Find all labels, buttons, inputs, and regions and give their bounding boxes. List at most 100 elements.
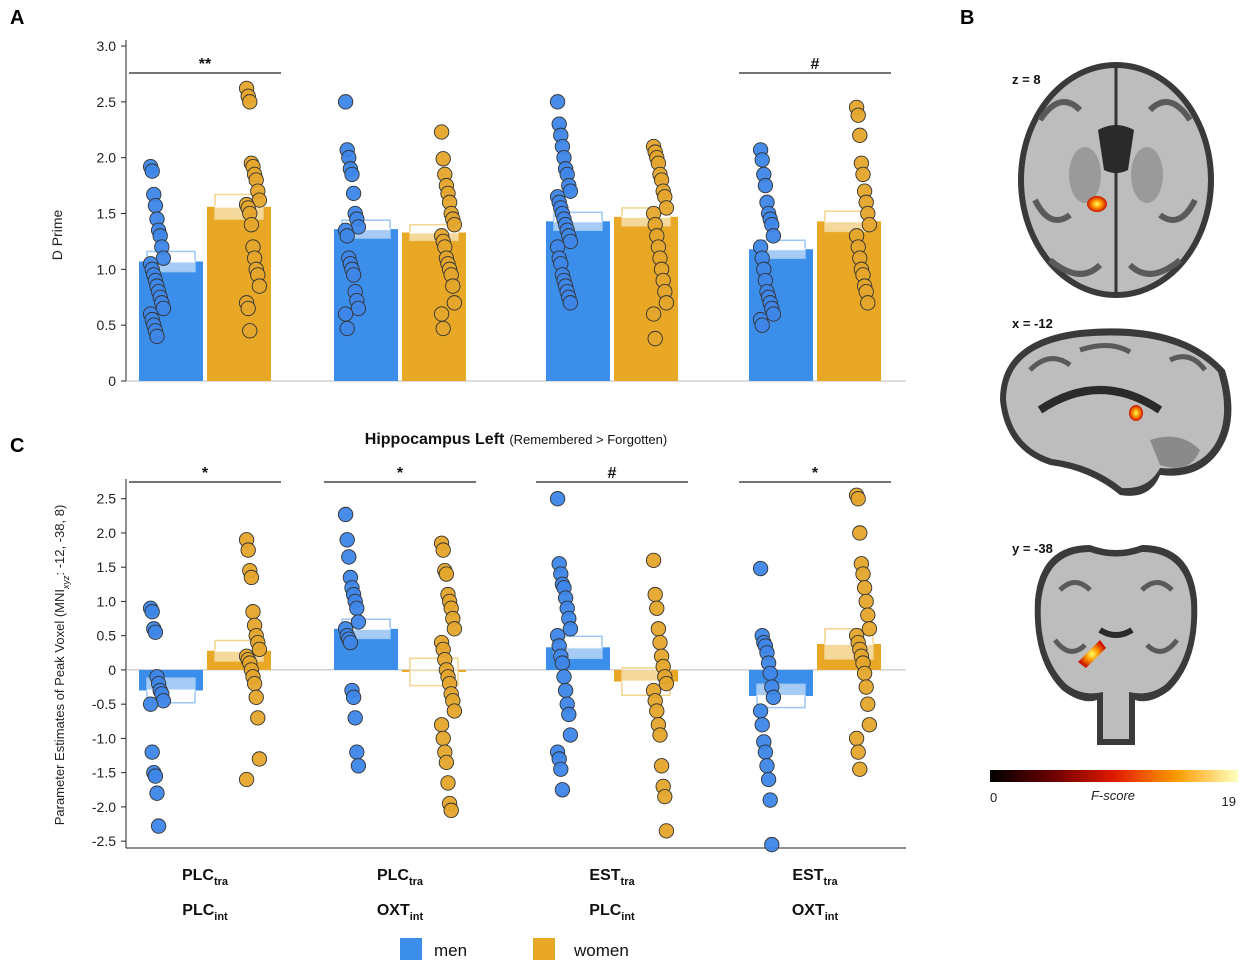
y-tick-label: -2.0: [92, 799, 116, 815]
data-point-men: [350, 758, 367, 774]
activation-blob-sagittal: [1129, 405, 1143, 421]
data-point-women: [657, 788, 673, 805]
data-point-women: [445, 278, 461, 294]
data-point-women: [852, 761, 868, 777]
data-point-women: [240, 542, 256, 558]
brain-sagittal-slice: x = -12: [1000, 316, 1232, 496]
x-category-label-line1: PLCtra: [182, 867, 229, 888]
brain-label-sagittal: x = -12: [1012, 316, 1053, 331]
data-point-men: [345, 267, 362, 283]
data-point-women: [446, 703, 463, 719]
data-point-women: [649, 703, 665, 719]
y-tick-label: -1.5: [92, 765, 116, 781]
data-point-women: [435, 730, 451, 747]
data-point-women: [652, 727, 668, 743]
legend-swatch-men: [400, 938, 422, 960]
data-point-women: [446, 621, 463, 637]
data-point-women: [850, 744, 866, 760]
data-point-men: [554, 655, 571, 671]
data-point-women: [243, 217, 260, 233]
data-point-men: [561, 706, 577, 723]
y-tick-label: -1.0: [92, 730, 116, 746]
y-tick-label: -0.5: [92, 696, 116, 712]
data-point-men: [754, 152, 770, 168]
data-point-men: [339, 228, 355, 244]
panel-c-title-sub: (Remembered > Forgotten): [509, 432, 667, 447]
y-tick-label: 1.5: [97, 559, 117, 575]
data-point-men: [344, 166, 360, 183]
panel-c-y-axis-label: Parameter Estimates of Peak Voxel (MNIxy…: [52, 505, 71, 826]
panel-letter-c: C: [10, 435, 24, 457]
data-point-men: [349, 600, 365, 616]
data-point-men: [337, 94, 354, 110]
y-tick-label: 2.0: [97, 525, 117, 541]
data-point-men: [337, 306, 354, 322]
y-tick-label: 1.0: [97, 261, 117, 277]
data-point-women: [645, 552, 662, 568]
data-point-men: [155, 300, 172, 317]
data-point-women: [856, 665, 873, 681]
y-tick-label: 1.5: [97, 206, 117, 222]
data-point-women: [242, 323, 258, 339]
data-point-men: [147, 768, 164, 784]
y-tick-label: 1.0: [97, 593, 117, 609]
data-point-women: [645, 306, 662, 322]
data-point-men: [765, 689, 782, 705]
y-tick-label: 2.0: [97, 150, 117, 166]
brain-label-axial: z = 8: [1012, 72, 1041, 87]
data-point-women: [251, 641, 268, 658]
significance-marker: *: [397, 465, 404, 482]
legend-label-men: men: [434, 941, 467, 960]
x-category-main: PLC: [182, 902, 214, 919]
legend: men women: [400, 938, 629, 960]
x-category-label-line1: ESTtra: [589, 867, 635, 888]
data-point-men: [759, 758, 775, 774]
data-point-men: [147, 624, 164, 640]
data-point-women: [855, 166, 871, 183]
y-tick-label: 0.5: [97, 628, 117, 644]
data-point-men: [144, 604, 160, 620]
data-point-men: [760, 771, 777, 788]
colorbar-min-label: 0: [990, 790, 997, 805]
x-category-label-line2: OXTint: [792, 902, 839, 923]
fscore-colorbar: [990, 770, 1238, 782]
x-category-main: PLC: [589, 902, 621, 919]
data-point-women: [850, 491, 866, 507]
data-point-women: [435, 542, 451, 558]
data-point-men: [549, 491, 566, 507]
data-point-men: [556, 669, 572, 685]
data-point-women: [658, 823, 675, 839]
x-category-label-line1: PLCtra: [377, 867, 424, 888]
data-point-men: [350, 614, 367, 630]
data-point-men: [350, 300, 367, 317]
data-point-men: [549, 94, 566, 110]
data-point-women: [653, 758, 670, 774]
y-tick-label: 0: [108, 373, 116, 389]
x-category-sub: tra: [621, 876, 636, 888]
data-point-women: [658, 295, 675, 311]
data-point-men: [149, 328, 165, 344]
x-category-main: OXT: [792, 902, 825, 919]
data-point-women: [435, 151, 451, 167]
data-point-women: [433, 306, 450, 322]
panel-c-title-main: Hippocampus Left: [365, 431, 505, 448]
panel-c-title: Hippocampus Left (Remembered > Forgotten): [365, 431, 667, 448]
data-point-men: [557, 682, 574, 699]
data-point-women: [649, 600, 665, 616]
data-point-men: [150, 818, 167, 834]
data-point-women: [860, 295, 876, 311]
data-point-women: [860, 696, 876, 712]
data-point-women: [243, 569, 260, 586]
data-point-women: [647, 330, 663, 347]
data-point-women: [440, 775, 456, 791]
activation-blob-coronal: [1078, 640, 1106, 668]
panel-a-chart: D Prime 0 0.5 1.0 1.5 2.0 2.5 3.0 ** #: [49, 38, 906, 389]
data-point-men: [562, 727, 579, 743]
data-point-men: [142, 696, 159, 712]
x-category-label-line1: ESTtra: [792, 867, 838, 888]
data-point-women: [858, 593, 874, 610]
y-tick-label: 0.5: [97, 317, 117, 333]
data-point-men: [562, 295, 579, 311]
data-point-women: [446, 217, 463, 233]
data-point-women: [861, 217, 878, 233]
